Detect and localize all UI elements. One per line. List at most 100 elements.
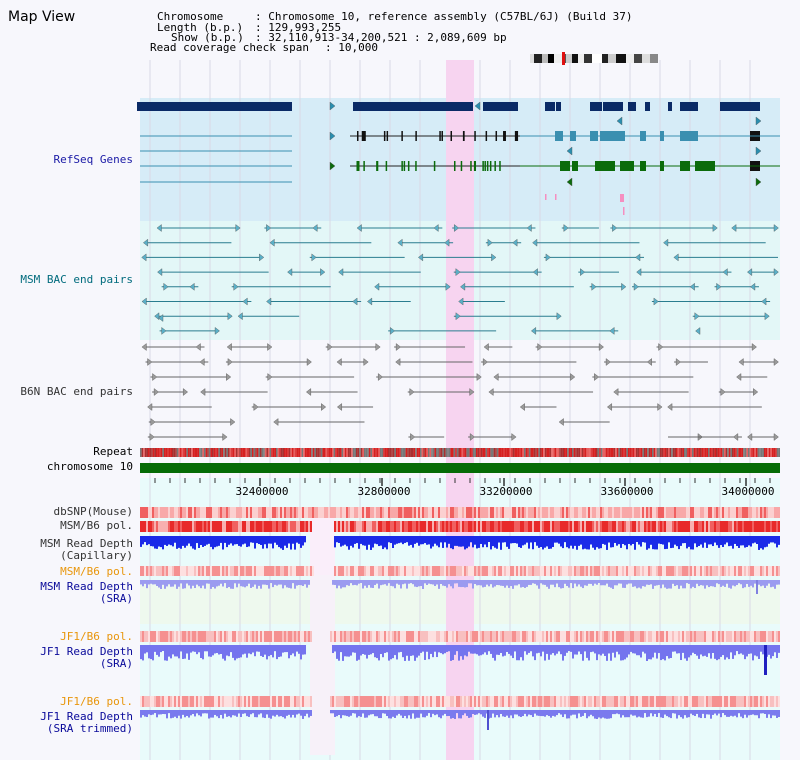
track-label-msm-b6-pol-2[interactable]: MSM/B6 pol.	[60, 565, 133, 578]
track-label-chromosome[interactable]: chromosome 10	[46, 460, 133, 473]
read-depth-bar	[198, 536, 200, 549]
read-depth-bar	[510, 710, 512, 716]
read-depth-bar	[360, 645, 362, 656]
polymorphism-cell	[220, 521, 222, 532]
repeat-segment	[570, 448, 572, 457]
read-depth-bar	[224, 536, 226, 543]
polymorphism-cell	[412, 696, 414, 707]
polymorphism-cell	[718, 566, 720, 576]
read-depth-bar	[512, 536, 514, 544]
read-depth-bar	[650, 710, 652, 714]
track-label-b6n-bac[interactable]: B6N BAC end pairs	[20, 385, 133, 398]
read-depth-bar	[308, 580, 310, 585]
track-label-jf1-b6-pol-2[interactable]: JF1/B6 pol.	[60, 695, 133, 708]
read-depth-bar	[666, 580, 668, 589]
polymorphism-cell	[336, 566, 338, 576]
coverage-key: Read coverage check span	[150, 41, 309, 54]
repeat-segment	[245, 448, 248, 457]
repeat-segment	[500, 448, 502, 457]
track-label-msm-depth-cap-1[interactable]: MSM Read Depth	[40, 537, 133, 550]
polymorphism-cell	[710, 566, 712, 576]
chromosome-ideogram[interactable]	[528, 52, 660, 66]
read-depth-bar	[628, 710, 630, 718]
polymorphism-cell	[740, 696, 742, 707]
polymorphism-cell	[622, 696, 624, 707]
repeat-segment	[394, 448, 396, 457]
polymorphism-cell	[544, 507, 546, 518]
track-label-msm-b6-pol-1[interactable]: MSM/B6 pol.	[60, 519, 133, 532]
read-depth-bar	[340, 580, 342, 589]
track-label-msm-depth-sra-1[interactable]: MSM Read Depth	[40, 580, 133, 593]
polymorphism-cell	[720, 566, 722, 576]
repeat-segment	[298, 448, 300, 457]
read-depth-bar	[718, 645, 720, 660]
read-depth-bar	[584, 645, 586, 652]
track-label-msm-bac[interactable]: MSM BAC end pairs	[20, 273, 133, 286]
polymorphism-cell	[736, 507, 738, 518]
read-depth-bar	[224, 645, 226, 661]
read-depth-bar	[388, 645, 390, 661]
polymorphism-cell	[280, 566, 282, 576]
polymorphism-cell	[152, 696, 154, 707]
read-depth-bar	[276, 580, 278, 586]
polymorphism-cell	[284, 566, 286, 576]
polymorphism-cell	[400, 566, 402, 576]
repeat-segment	[423, 448, 425, 457]
polymorphism-cell	[586, 631, 588, 642]
track-label-jf1-depth-trim-1[interactable]: JF1 Read Depth	[40, 710, 133, 723]
read-depth-bar	[576, 536, 578, 550]
read-depth-bar	[226, 536, 228, 548]
repeat-segment	[676, 448, 678, 457]
polymorphism-cell	[452, 566, 454, 576]
polymorphism-cell	[664, 507, 666, 518]
read-depth-bar	[164, 536, 166, 545]
read-depth-bar	[712, 580, 714, 587]
polymorphism-cell	[362, 696, 364, 707]
polymorphism-cell	[394, 566, 396, 576]
read-depth-bar	[716, 536, 718, 546]
polymorphism-cell	[274, 507, 276, 518]
polymorphism-cell	[746, 566, 748, 576]
polymorphism-cell	[704, 631, 706, 642]
polymorphism-cell	[148, 696, 150, 707]
read-depth-bar	[276, 536, 278, 545]
read-depth-bar	[630, 710, 632, 715]
track-label-repeat[interactable]: Repeat	[93, 445, 133, 458]
b6n-bac-end	[469, 433, 475, 441]
read-depth-bar	[710, 536, 712, 545]
read-depth-bar	[464, 536, 466, 550]
track-label-dbsnp[interactable]: dbSNP(Mouse)	[53, 505, 133, 518]
polymorphism-cell	[452, 696, 454, 707]
polymorphism-cell	[644, 507, 646, 518]
polymorphism-cell	[180, 696, 182, 707]
polymorphism-cell	[412, 631, 414, 642]
polymorphism-cell	[658, 631, 660, 642]
polymorphism-cell	[738, 631, 740, 642]
read-depth-bar	[366, 536, 368, 550]
read-depth-bar	[732, 580, 734, 586]
polymorphism-cell	[226, 631, 228, 642]
b6n-bac-end	[751, 343, 757, 351]
track-label-jf1-b6-pol-1[interactable]: JF1/B6 pol.	[60, 630, 133, 643]
polymorphism-cell	[646, 521, 648, 532]
read-depth-bar	[420, 536, 422, 545]
read-depth-bar	[156, 580, 158, 587]
read-depth-bar	[642, 580, 644, 587]
polymorphism-cell	[634, 696, 636, 707]
track-label-refseq[interactable]: RefSeq Genes	[53, 153, 133, 166]
msm-bac-end	[287, 268, 293, 277]
track-label-jf1-depth-sra-1[interactable]: JF1 Read Depth	[40, 645, 133, 658]
polymorphism-cell	[182, 507, 184, 518]
read-depth-bar	[686, 645, 688, 661]
polymorphism-cell	[550, 696, 552, 707]
polymorphism-cell	[616, 566, 618, 576]
repeat-segment	[247, 448, 249, 457]
polymorphism-cell	[630, 631, 632, 642]
read-depth-bar	[218, 580, 220, 586]
repeat-segment	[295, 448, 297, 457]
polymorphism-cell	[520, 696, 522, 707]
polymorphism-cell	[242, 507, 244, 518]
polymorphism-cell	[744, 507, 746, 518]
read-depth-bar	[474, 536, 476, 545]
polymorphism-cell	[686, 631, 688, 642]
